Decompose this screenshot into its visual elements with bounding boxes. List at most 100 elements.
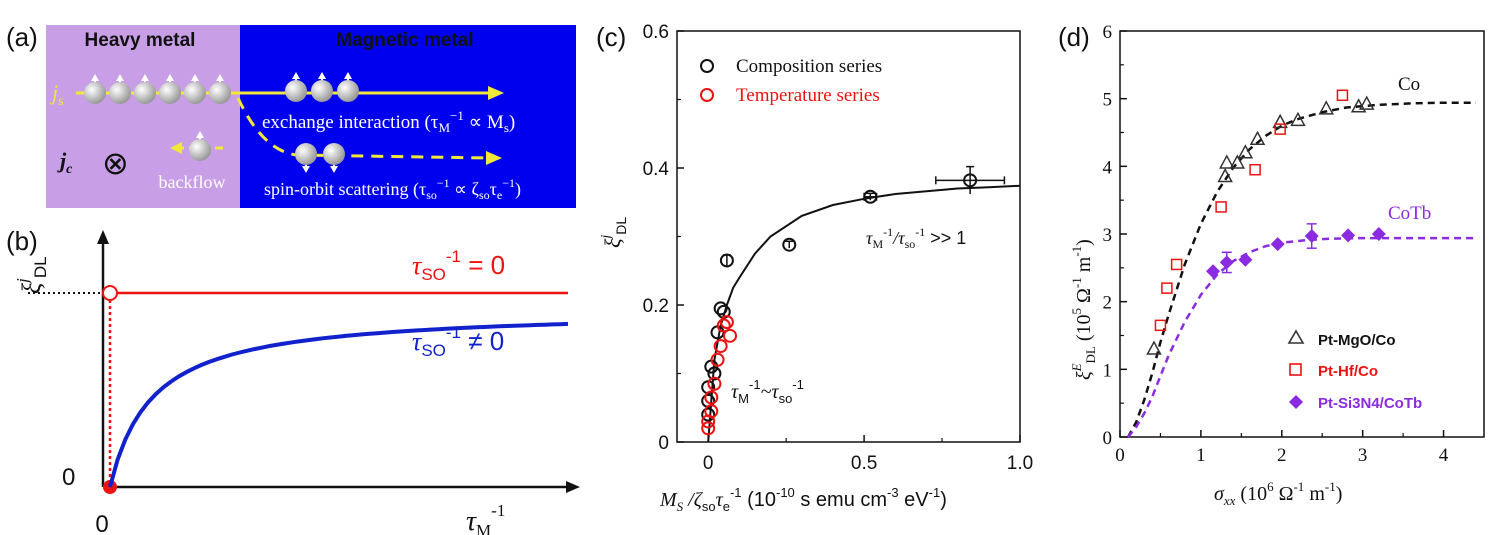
c-annotation-high: τM-1/τso-1 >> 1 <box>866 225 966 251</box>
spin-electron-icon <box>337 72 359 102</box>
c-data-point <box>713 339 728 354</box>
d-legend-cotb: Pt-Si3N4/CoTb <box>1318 395 1422 412</box>
d-y-tick-label: 3 <box>1103 225 1113 246</box>
b-y-axis-arrowhead <box>97 230 109 244</box>
b-x-axis-arrowhead <box>566 481 580 493</box>
d-x-tick-label: 0 <box>1115 445 1125 466</box>
spin-electron-icon <box>295 143 317 173</box>
jc-label: jc <box>57 148 73 177</box>
c-data-point <box>707 376 722 391</box>
panel-c: (c) 0 0.5 1.0 0 0.2 0.4 0.6 Composition series… <box>596 22 1033 514</box>
c-data-point <box>704 404 719 419</box>
d-fit-curve <box>1127 236 1476 438</box>
c-legend-temperature: Temperature series <box>736 85 880 106</box>
d-data-point <box>1170 258 1183 271</box>
backflow-label: backflow <box>159 172 226 192</box>
spin-electron-icon <box>184 74 206 104</box>
d-x-tick-label: 1 <box>1196 445 1206 466</box>
d-data-point <box>1304 229 1319 244</box>
spin-electron-icon <box>134 74 156 104</box>
d-data-point <box>1290 111 1306 127</box>
c-data-point <box>713 301 728 316</box>
d-curve-label-co: Co <box>1398 74 1420 95</box>
panel-d: (d) 0 1 2 3 4 0 1 2 3 4 5 6 Co CoTb Pt-MgO/Co Pt-Hf… <box>1058 22 1485 508</box>
c-x-label: MS /ζsoτe-1 (10-10 s emu cm-3 eV-1) <box>659 485 947 514</box>
b-y-label: ξjDL <box>13 256 50 294</box>
d-data-point <box>1229 154 1246 169</box>
d-x-tick-label: 2 <box>1277 445 1287 466</box>
b-blue-curve <box>108 321 569 488</box>
d-data-point <box>1358 95 1375 110</box>
spin-electron-icon <box>84 74 106 104</box>
c-y-tick-label: 0 <box>658 433 669 454</box>
d-data-point <box>1146 340 1162 355</box>
c-fit-curve <box>707 184 1021 443</box>
d-y-tick-label: 4 <box>1103 157 1113 178</box>
b-open-circle <box>102 285 118 301</box>
d-x-label: σxx (106 Ω-1 m-1) <box>1214 479 1342 508</box>
c-y-tick-label: 0.2 <box>643 296 669 317</box>
d-points <box>1146 89 1386 355</box>
d-data-point <box>1215 201 1227 213</box>
d-legend-marker-cotb <box>1289 395 1303 409</box>
heavy-metal-spins <box>84 74 231 104</box>
c-data-point <box>701 407 716 422</box>
d-data-point <box>1238 252 1253 267</box>
d-data-point <box>1371 227 1386 241</box>
d-data-point <box>1219 154 1235 169</box>
d-data-point <box>1318 100 1335 115</box>
d-y-tick-label: 2 <box>1103 293 1113 314</box>
d-y-tick-label: 5 <box>1103 90 1113 111</box>
d-curve-label-cotb: CoTb <box>1388 203 1431 224</box>
d-x-tick-label: 4 <box>1439 445 1449 466</box>
c-y-tick-label: 0.4 <box>643 159 670 180</box>
c-data-point <box>963 173 978 188</box>
d-ticks: 0 1 2 3 4 0 1 2 3 4 5 6 <box>1103 22 1449 466</box>
panel-b: (b) ξjDL 0 0 τM-1 τSO-1 = 0 τSO-1 ≠ 0 <box>6 226 580 535</box>
c-points <box>701 165 1006 436</box>
panel-a-label: (a) <box>6 22 38 52</box>
c-legend-marker-composition <box>700 59 714 73</box>
c-legend-composition: Composition series <box>736 56 882 77</box>
c-data-point <box>723 328 738 343</box>
magnetic-metal-region <box>240 25 576 208</box>
spin-electron-icon <box>323 143 345 173</box>
d-data-point <box>1161 282 1173 294</box>
panel-b-label: (b) <box>6 226 38 256</box>
c-data-point <box>716 318 731 333</box>
d-legend-hf: Pt-Hf/Co <box>1318 363 1378 380</box>
panel-a: (a) Heavy metal Magnetic metal js exchan… <box>6 22 576 208</box>
c-data-point <box>719 253 734 268</box>
d-data-point <box>1217 167 1233 183</box>
spin-electron-icon <box>159 74 181 104</box>
d-data-point <box>1219 255 1234 270</box>
d-y-tick-label: 0 <box>1103 428 1113 449</box>
c-y-tick-label: 0.6 <box>643 22 669 43</box>
b-red-label: τSO-1 = 0 <box>412 247 505 284</box>
magnetic-metal-title: Magnetic metal <box>336 30 473 51</box>
d-data-point <box>1336 89 1349 102</box>
d-y-tick-label: 1 <box>1103 360 1113 381</box>
d-data-point <box>1270 237 1285 252</box>
c-data-point <box>707 366 722 381</box>
backflow-spin <box>189 131 211 161</box>
spin-orbit-spins <box>295 143 345 173</box>
c-annotation-low: τM-1~τso-1 <box>731 377 804 406</box>
d-plot-frame <box>1119 30 1485 438</box>
d-y-label: ξEDL (105 Ω-1 m-1) <box>1069 239 1098 380</box>
c-x-tick-label: 0 <box>703 453 714 474</box>
b-x-label: τM-1 <box>466 501 505 535</box>
magnetic-metal-spins <box>285 72 359 102</box>
d-data-point <box>1274 123 1286 135</box>
spin-current-arrowhead <box>488 86 504 100</box>
d-data-point <box>1272 113 1288 129</box>
d-data-point <box>1154 319 1167 332</box>
d-data-point <box>1249 130 1266 146</box>
c-data-point <box>782 237 797 252</box>
spin-electron-icon <box>311 72 333 102</box>
c-y-label: ξjDL <box>599 217 629 248</box>
d-legend-marker-hf <box>1289 363 1302 376</box>
c-data-point <box>710 352 725 367</box>
charge-current-into-page-icon: ⊗ <box>102 145 129 181</box>
heavy-metal-region <box>46 25 240 208</box>
